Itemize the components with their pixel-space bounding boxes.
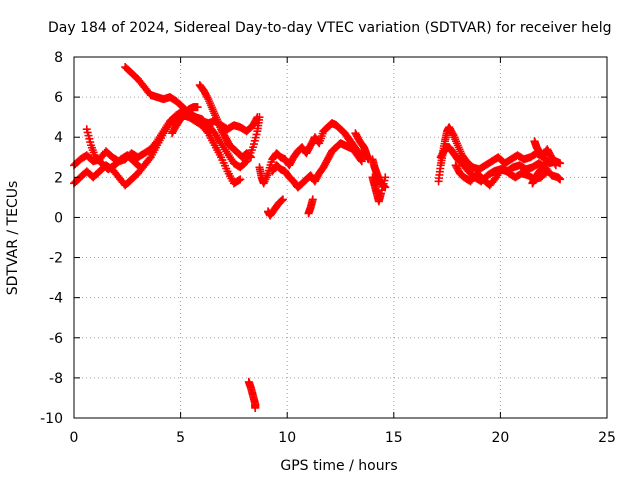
series-track-f xyxy=(168,103,202,138)
data-point xyxy=(246,153,255,162)
data-point xyxy=(145,154,154,163)
data-point xyxy=(541,159,550,168)
y-axis-ticks: -10 -8 -6 -4 -2 0 2 4 6 8 xyxy=(40,50,607,427)
data-point xyxy=(253,113,262,122)
x-tick-label: 5 xyxy=(176,430,185,446)
data-point xyxy=(235,176,244,185)
y-tick-label: -8 xyxy=(49,371,63,387)
series-track-s xyxy=(528,159,550,188)
data-point xyxy=(136,163,145,172)
x-axis-ticks: 0 5 10 15 20 25 xyxy=(70,57,616,446)
data-point xyxy=(236,175,245,184)
data-point xyxy=(193,103,202,112)
x-tick-label: 15 xyxy=(385,430,403,446)
data-marks xyxy=(70,63,565,412)
series-track-l xyxy=(351,129,373,164)
data-point xyxy=(543,167,552,176)
data-point xyxy=(251,403,260,412)
data-point xyxy=(540,160,549,169)
x-tick-label: 0 xyxy=(70,430,79,446)
series-track-g xyxy=(244,377,260,412)
data-point xyxy=(381,173,390,182)
data-point xyxy=(245,151,254,160)
series-track-i xyxy=(268,139,366,192)
plot-frame xyxy=(73,56,608,419)
data-point xyxy=(278,195,287,204)
grid xyxy=(74,57,607,418)
data-point xyxy=(542,168,551,177)
data-point xyxy=(241,158,250,167)
data-point xyxy=(246,152,255,161)
data-point xyxy=(357,157,366,166)
series-track-k xyxy=(304,195,317,218)
series-track-n xyxy=(368,173,390,206)
y-tick-label: 6 xyxy=(54,90,63,106)
data-point xyxy=(252,114,261,123)
series-track-h xyxy=(255,119,366,188)
data-point xyxy=(550,159,559,168)
y-tick-label: -10 xyxy=(40,411,63,427)
x-axis-label: GPS time / hours xyxy=(280,458,397,474)
data-point xyxy=(556,175,565,184)
data-point xyxy=(278,196,287,205)
series-track-j xyxy=(264,195,287,220)
data-point xyxy=(356,156,365,165)
x-tick-label: 25 xyxy=(598,430,616,446)
y-tick-label: -4 xyxy=(49,291,63,307)
data-point xyxy=(134,162,143,171)
data-point xyxy=(203,127,212,136)
data-point xyxy=(551,161,560,170)
y-tick-label: 0 xyxy=(54,210,63,226)
x-tick-label: 20 xyxy=(491,430,509,446)
y-tick-label: -6 xyxy=(49,331,63,347)
y-tick-label: 4 xyxy=(54,130,63,146)
y-tick-label: -2 xyxy=(49,251,63,267)
series-track-d xyxy=(121,63,262,136)
y-tick-label: 2 xyxy=(54,170,63,186)
series-track-e xyxy=(195,81,255,162)
x-tick-label: 10 xyxy=(278,430,296,446)
data-point xyxy=(203,93,212,102)
y-tick-label: 8 xyxy=(54,50,63,66)
series-track-c xyxy=(82,125,145,174)
series-track-r xyxy=(530,137,560,170)
data-point xyxy=(448,129,457,138)
data-point xyxy=(277,196,286,205)
chart-title: Day 184 of 2024, Sidereal Day-to-day VTE… xyxy=(48,20,611,36)
y-axis-label: SDTVAR / TECUs xyxy=(5,181,21,296)
data-point xyxy=(308,195,317,204)
